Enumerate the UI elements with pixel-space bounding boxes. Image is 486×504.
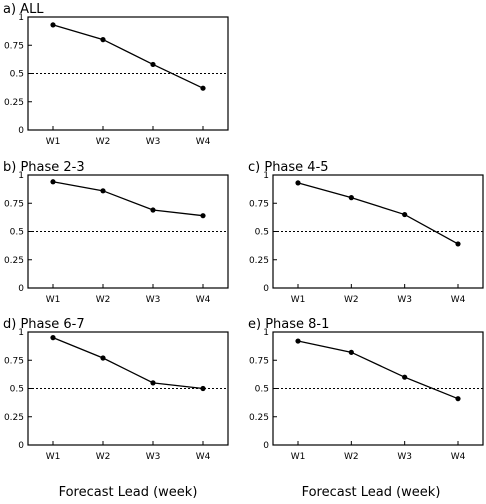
y-tick-label: 0.25 [4,98,24,108]
y-tick-label: 0.25 [249,256,269,266]
chart-panel-2: b) Phase 2-3 0 0.25 0.5 0.75 1 W1 W2 W3 W4 [3,160,229,305]
x-tick-label: W2 [96,137,111,147]
x-tick-label: W4 [196,295,211,305]
y-tick-label: 0.5 [10,385,24,395]
y-tick-label: 1 [18,13,24,23]
data-point [348,349,354,355]
y-tick-label: 0.75 [4,356,24,366]
data-point [100,188,106,194]
data-point [200,85,206,91]
data-point [200,385,206,392]
x-tick-label: W3 [146,137,161,147]
y-tick-label: 0.5 [255,385,269,395]
panels: a) ALL 0 0.25 0.5 0.75 1 W1 W2 W3 W4 b) Phase 2-3 0… [3,2,484,462]
series-line [52,337,204,390]
y-tick-label: 0.75 [4,41,24,51]
data-point [200,213,206,219]
x-axis-label-right: Forecast Lead (week) [302,485,441,500]
x-tick-label: W2 [96,452,111,462]
x-tick-label: W3 [146,295,161,305]
y-tick-label: 0 [18,284,24,294]
y-tick-label: 0 [263,441,269,451]
y-tick-label: 0 [263,284,269,294]
data-point [295,338,301,344]
data-point [50,335,56,341]
series-line [297,340,459,400]
y-tick-label: 0 [18,126,24,136]
panel-title: c) Phase 4-5 [248,160,329,175]
series-line [52,24,204,89]
data-point [100,355,106,361]
panel-title: d) Phase 6-7 [3,317,85,332]
y-tick-label: 1 [263,171,269,181]
y-tick-label: 0.25 [4,256,24,266]
series-line [297,182,459,245]
data-point [50,22,56,28]
y-tick-label: 0.25 [249,413,269,423]
x-tick-label: W4 [196,137,211,147]
data-point [455,396,461,402]
x-tick-label: W3 [397,295,412,305]
data-point [402,374,408,380]
data-point [100,37,106,43]
x-tick-label: W1 [46,295,61,305]
x-tick-label: W3 [397,452,412,462]
chart-panel-3: c) Phase 4-5 0 0.25 0.5 0.75 1 W1 W2 W3 W4 [248,160,484,305]
y-tick-label: 1 [18,171,24,181]
chart-panel-1: a) ALL 0 0.25 0.5 0.75 1 W1 W2 W3 W4 [3,2,229,147]
x-tick-label: W1 [46,452,61,462]
x-tick-label: W1 [291,295,306,305]
data-point [150,207,156,213]
data-point [455,241,461,247]
x-tick-label: W4 [451,452,466,462]
series-line [52,181,204,217]
y-tick-label: 0 [18,441,24,451]
y-tick-label: 0.5 [255,228,269,238]
y-tick-label: 1 [263,328,269,338]
x-tick-label: W3 [146,452,161,462]
x-tick-label: W1 [46,137,61,147]
data-point [50,179,56,185]
y-tick-label: 0.75 [249,356,269,366]
x-tick-label: W4 [451,295,466,305]
panel-title: a) ALL [3,2,44,17]
x-tick-label: W4 [196,452,211,462]
x-tick-label: W2 [96,295,111,305]
y-tick-label: 0.75 [4,199,24,209]
x-axis-label-left: Forecast Lead (week) [59,485,198,500]
x-tick-label: W2 [344,295,359,305]
y-tick-label: 0.75 [249,199,269,209]
y-tick-label: 1 [18,328,24,338]
y-tick-label: 0.5 [10,70,24,80]
data-point [150,61,156,68]
data-point [348,195,354,201]
x-tick-label: W2 [344,452,359,462]
chart-panel-5: e) Phase 8-1 0 0.25 0.5 0.75 1 W1 W2 W3 W4 [248,317,484,462]
data-point [402,211,408,218]
y-tick-label: 0.25 [4,413,24,423]
panel-title: b) Phase 2-3 [3,160,85,175]
data-point [295,180,301,186]
y-tick-label: 0.5 [10,228,24,238]
panel-title: e) Phase 8-1 [248,317,329,332]
chart-panel-4: d) Phase 6-7 0 0.25 0.5 0.75 1 W1 W2 W3 W4 [3,317,229,462]
data-point [150,380,156,386]
x-tick-label: W1 [291,452,306,462]
